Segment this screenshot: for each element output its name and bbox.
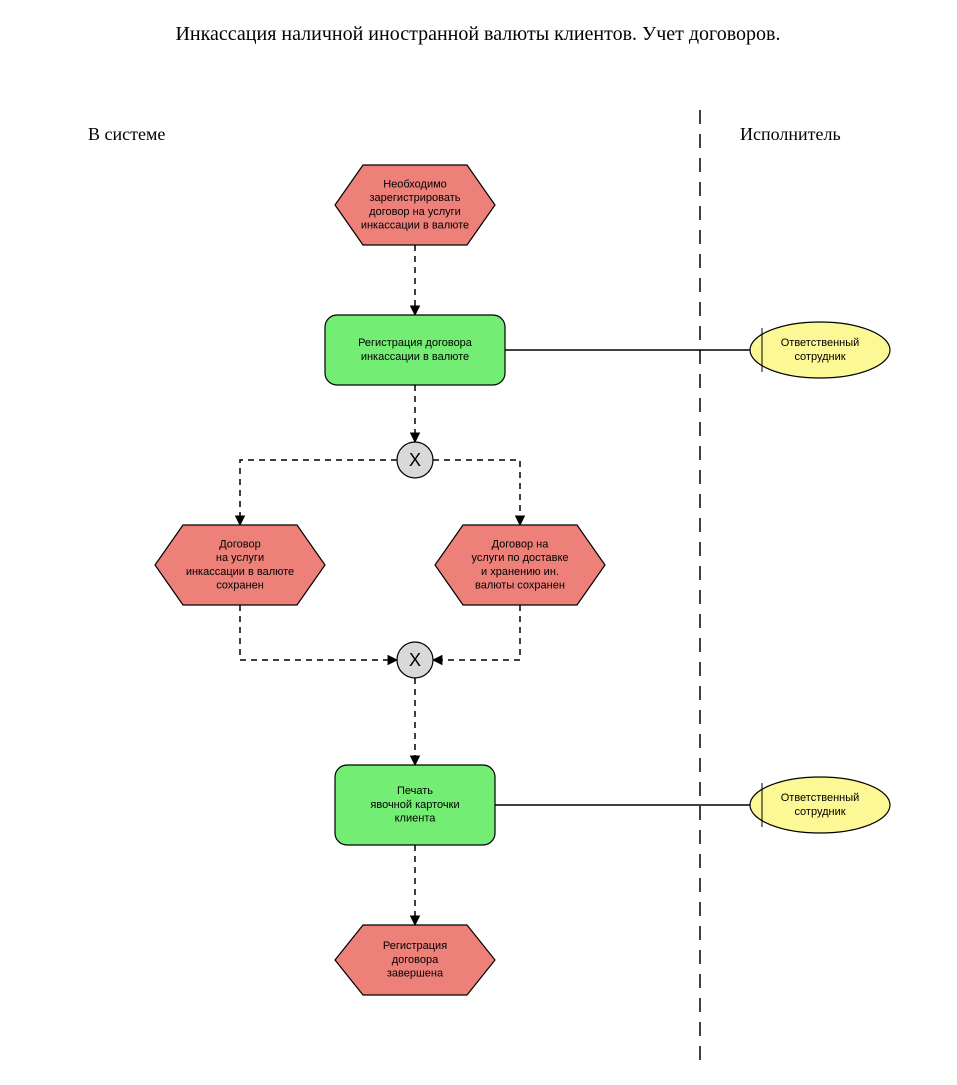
node-label-line: Регистрация договора	[358, 337, 473, 349]
edge-n_left-g2	[240, 605, 397, 660]
node-n_right: Договор на услуги по доставке и хранению и…	[435, 525, 605, 605]
node-n_left: Договор на услуги инкассации в валюте сохра…	[155, 525, 325, 605]
node-label-line: Необходимо	[383, 178, 447, 190]
node-label-line: сохранен	[216, 580, 264, 592]
node-label-line: Печать	[397, 785, 433, 797]
node-label-line: инкассации в валюте	[186, 566, 294, 578]
node-label-line: договор на услуги	[369, 206, 461, 218]
node-label-line: Договор на	[492, 538, 550, 550]
node-label-line: Ответственный	[781, 337, 860, 349]
node-label-line: и хранению ин.	[481, 566, 559, 578]
flowchart-canvas: Инкассация наличной иностранной валюты к…	[0, 0, 957, 1085]
node-g1: X	[397, 442, 433, 478]
node-label-line: зарегистрировать	[370, 192, 461, 204]
node-label-line: валюты сохранен	[475, 580, 565, 592]
node-label-line: завершена	[387, 968, 444, 980]
node-a2: Ответственный сотрудник	[750, 777, 890, 833]
node-a1: Ответственный сотрудник	[750, 322, 890, 378]
node-n_print: Печать явочной карточки клиента	[335, 765, 495, 845]
lane-label-right: Исполнитель	[740, 124, 841, 144]
node-label-line: явочной карточки	[370, 799, 459, 811]
node-n_reg: Регистрация договора инкассации в валюте	[325, 315, 505, 385]
node-label-line: на услуги	[216, 552, 264, 564]
edge-n_right-g2	[433, 605, 520, 660]
node-label-line: договора	[392, 954, 439, 966]
node-label-line: Ответственный	[781, 792, 860, 804]
diagram-title: Инкассация наличной иностранной валюты к…	[175, 23, 780, 45]
node-n_start: Необходимо зарегистрировать договор на усл…	[335, 165, 495, 245]
node-g2: X	[397, 642, 433, 678]
edge-g1-n_right	[433, 460, 520, 525]
node-label-line: Договор	[219, 538, 261, 550]
lane-label-left: В системе	[88, 124, 165, 144]
node-label-line: инкассации в валюте	[361, 351, 469, 363]
node-label-line: услуги по доставке	[471, 552, 568, 564]
node-label-line: инкассации в валюте	[361, 220, 469, 232]
edge-g1-n_left	[240, 460, 397, 525]
node-n_end: Регистрация договора завершена	[335, 925, 495, 995]
node-label-line: сотрудник	[794, 351, 845, 363]
node-label-line: сотрудник	[794, 806, 845, 818]
gateway-label: X	[409, 450, 421, 470]
gateway-label: X	[409, 650, 421, 670]
node-label-line: клиента	[395, 813, 437, 825]
node-label-line: Регистрация	[383, 940, 447, 952]
